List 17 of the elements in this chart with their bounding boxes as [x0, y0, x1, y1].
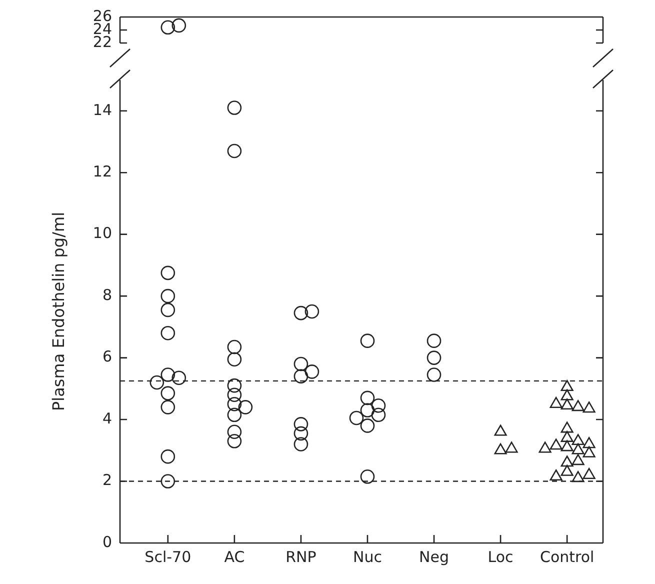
x-tick-label: Loc [488, 548, 514, 566]
y-tick-label: 8 [102, 286, 112, 304]
y-tick-label: 0 [102, 532, 112, 551]
y-tick-label: 22 [92, 32, 112, 51]
x-tick-label: Control [540, 548, 594, 566]
y-tick-label: 14 [92, 100, 112, 119]
y-tick-label: 10 [92, 224, 112, 242]
y-tick-label: 6 [102, 348, 112, 366]
x-tick-label: Neg [419, 548, 450, 566]
y-tick-label: 4 [102, 409, 112, 428]
x-tick-label: RNP [286, 548, 316, 566]
y-tick-label: 2 [102, 471, 112, 490]
x-tick-label: AC [224, 548, 245, 566]
x-tick-label: Scl-70 [144, 548, 192, 566]
x-tick-label: Nuc [352, 548, 382, 566]
y-tick-label: 12 [92, 162, 112, 180]
y-axis-title: Plasma Endothelin pg/ml [48, 212, 68, 412]
